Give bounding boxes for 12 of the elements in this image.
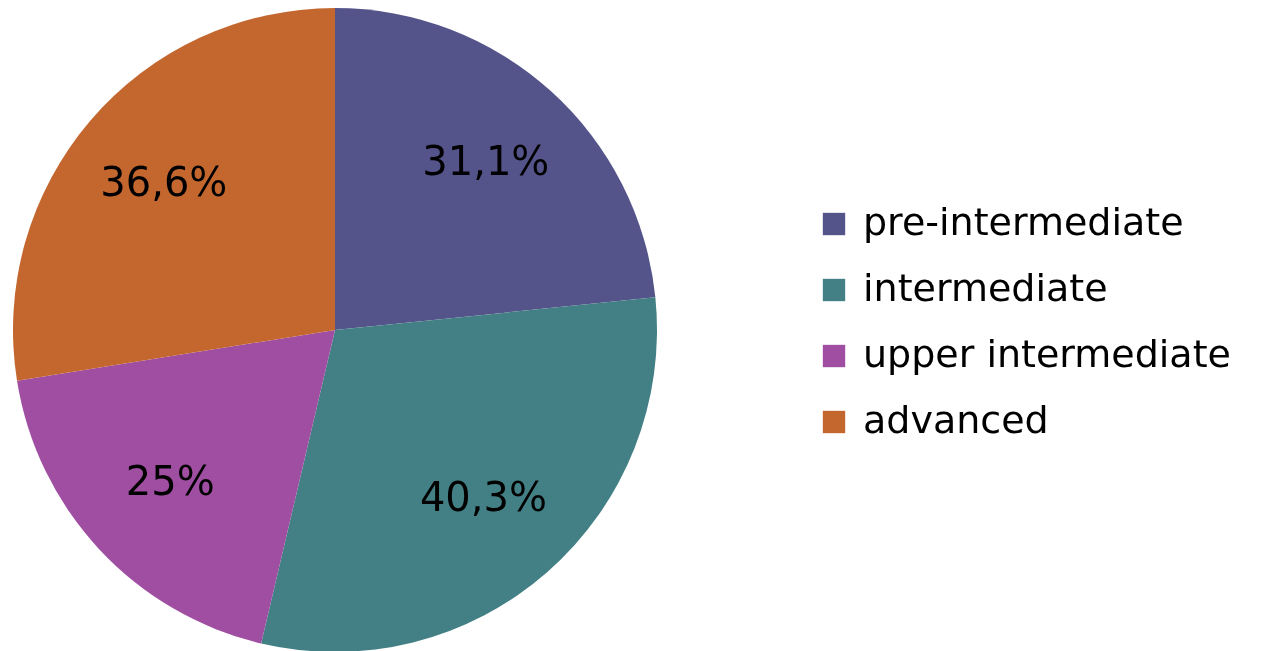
pie-slice bbox=[17, 330, 335, 644]
pie-slice bbox=[335, 8, 656, 330]
data-label: 40,3% bbox=[419, 474, 547, 521]
data-label: 31,1% bbox=[422, 138, 550, 185]
legend-label: intermediate bbox=[863, 266, 1108, 310]
legend-label: advanced bbox=[863, 398, 1049, 442]
pie-slice bbox=[13, 8, 335, 381]
pie-slice bbox=[261, 297, 657, 651]
legend-label: pre-intermediate bbox=[863, 200, 1184, 244]
legend-label: upper intermediate bbox=[863, 332, 1231, 376]
data-label: 36,6% bbox=[100, 158, 228, 205]
data-label: 25% bbox=[125, 458, 215, 505]
